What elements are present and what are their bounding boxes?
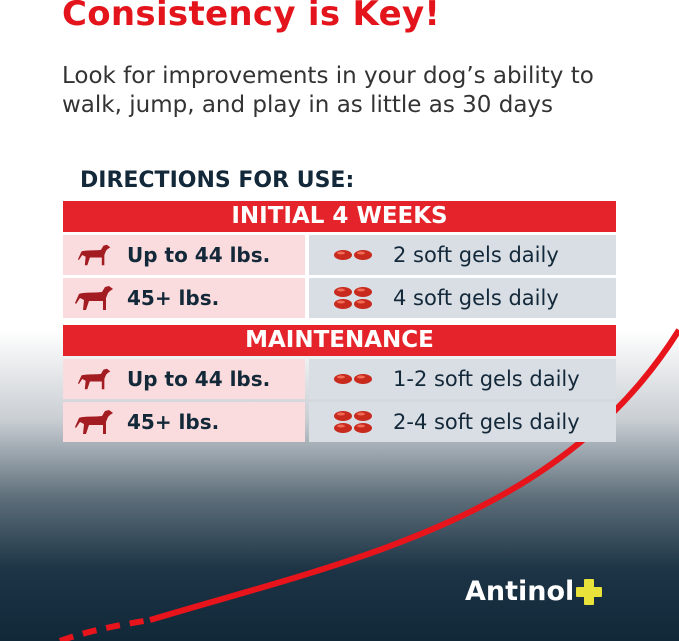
dose-cell: 4 soft gels daily	[309, 278, 616, 318]
page-title: Consistency is Key!	[62, 0, 441, 34]
two-softgels-icon	[333, 242, 375, 268]
subtitle: Look for improvements in your dog’s abil…	[62, 63, 594, 118]
two-softgels-icon	[333, 366, 375, 392]
directions-table: INITIAL 4 WEEKS Up to 44 lbs. 2 soft gel…	[63, 201, 616, 445]
weight-cell: Up to 44 lbs.	[63, 235, 305, 275]
section-header: MAINTENANCE	[63, 325, 616, 356]
table-row: Up to 44 lbs. 2 soft gels daily	[63, 235, 616, 275]
weight-label: 45+ lbs.	[127, 410, 220, 434]
table-row: Up to 44 lbs. 1-2 soft gels daily	[63, 359, 616, 399]
directions-heading: DIRECTIONS FOR USE:	[80, 168, 355, 193]
dose-cell: 1-2 soft gels daily	[309, 359, 616, 399]
weight-cell: 45+ lbs.	[63, 278, 305, 318]
small-dog-icon	[78, 367, 112, 391]
section-header: INITIAL 4 WEEKS	[63, 201, 616, 232]
dose-label: 2 soft gels daily	[393, 243, 559, 267]
weight-cell: 45+ lbs.	[63, 402, 305, 442]
table-row: 45+ lbs. 2-4 soft gels daily	[63, 402, 616, 442]
large-dog-icon	[75, 284, 115, 312]
four-softgels-icon	[333, 285, 375, 311]
weight-cell: Up to 44 lbs.	[63, 359, 305, 399]
table-row: 45+ lbs. 4 soft gels daily	[63, 278, 616, 318]
small-dog-icon	[78, 243, 112, 267]
weight-label: Up to 44 lbs.	[127, 243, 271, 267]
brand-logo: Antinol	[465, 576, 603, 607]
dose-label: 4 soft gels daily	[393, 286, 559, 310]
large-dog-icon	[75, 408, 115, 436]
plus-icon	[576, 578, 603, 605]
brand-name: Antinol	[465, 576, 575, 607]
dose-cell: 2 soft gels daily	[309, 235, 616, 275]
weight-label: 45+ lbs.	[127, 286, 220, 310]
four-softgels-icon	[333, 409, 375, 435]
dose-label: 1-2 soft gels daily	[393, 367, 580, 391]
weight-label: Up to 44 lbs.	[127, 367, 271, 391]
dose-label: 2-4 soft gels daily	[393, 410, 580, 434]
dose-cell: 2-4 soft gels daily	[309, 402, 616, 442]
